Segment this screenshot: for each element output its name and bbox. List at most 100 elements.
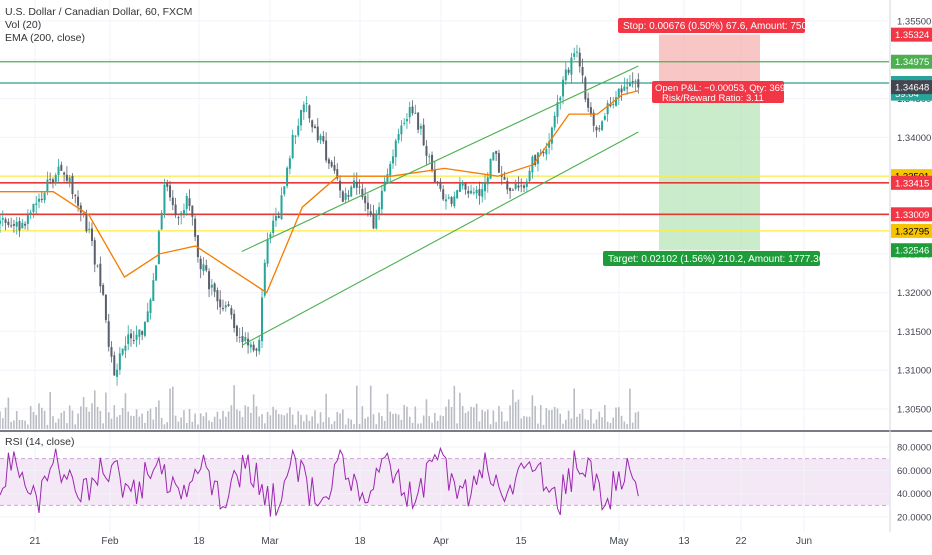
candle-body [227,304,230,306]
volume-bar [15,410,18,429]
volume-bar [107,412,110,429]
volume-bar [322,422,325,429]
volume-bar [523,416,525,429]
volume-bar [149,408,152,429]
candle-body [564,69,567,81]
volume-bar [60,412,63,429]
rsi-line [0,446,639,517]
volume-bar [291,414,294,429]
candle-body [169,185,172,198]
candle-body [442,189,445,200]
volume-bar [408,416,411,429]
candle-body [316,126,319,141]
volume-bar [539,405,542,429]
volume-bar [509,405,511,429]
target-label-box[interactable]: Target: 0.02102 (1.56%) 210.2, Amount: 1… [603,251,825,266]
volume-bars [0,385,640,429]
volume-bar [528,416,531,429]
candle-body [606,103,609,115]
volume-bar [637,411,640,429]
volume-bar [144,422,146,429]
candle-body [389,164,392,176]
volume-bar [512,389,514,429]
volume-bar [158,400,160,429]
candle-body [562,79,565,97]
candle-body [623,86,626,91]
volume-bar [199,413,202,429]
price-tick-label: 1.30500 [897,405,931,416]
volume-bar [330,424,333,429]
candle-body [447,197,450,199]
candle-body [478,189,481,196]
price-badge [891,207,932,222]
candle-body [132,339,135,341]
volume-bar [52,416,54,429]
candle-body [475,189,478,194]
volume-bar [545,407,548,429]
price-badge-label: 1.32546 [895,246,929,257]
candle-body [280,195,283,220]
candle-body [578,52,581,67]
candle-body [46,179,49,193]
volume-bar [308,420,311,429]
volume-bar [598,411,601,429]
candle-body [330,161,333,167]
time-tick-label: 21 [29,536,41,547]
candle-body [433,169,436,182]
volume-bar [612,417,615,429]
time-tick-label: Feb [101,536,119,547]
volume-bar [174,415,177,429]
candle-body [313,126,316,128]
candle-body [486,177,489,185]
volume-bar [383,420,386,429]
rsi-tick-label: 80.0000 [897,443,931,454]
stop-label-box[interactable]: Stop: 0.00676 (0.50%) 67.6, Amount: 750 [618,18,807,33]
volume-bar [105,392,107,429]
volume-bar [344,424,347,429]
volume-bar [634,412,637,429]
candle-body [369,211,372,216]
volume-bar [314,410,316,429]
volume-bar [71,410,74,429]
candle-body [548,141,551,148]
volume-bar [420,423,422,429]
volume-bar [116,416,118,429]
price-badge-label: 1.33009 [895,210,929,221]
candle-body [7,221,10,225]
candle-body [90,228,93,241]
volume-bar [230,405,233,429]
candle-body [205,265,208,271]
price-badge-label: 1.32795 [895,226,929,237]
candle-body [124,345,127,351]
volume-bar [43,410,46,429]
volume-bar [160,417,163,429]
time-tick-label: 15 [515,536,527,547]
volume-bar [24,420,26,429]
candle-body [96,265,99,267]
candle-body [598,128,601,130]
volume-bar [445,406,447,429]
candle-body [51,179,54,183]
volume-bar [484,411,486,429]
candle-body [634,80,637,82]
pnl-label-box[interactable]: Open P&L: −0.00053, Qty: 36982 Risk/Rewa… [652,81,796,104]
candle-body [213,283,216,292]
candle-body [219,299,222,308]
volume-bar [227,411,230,429]
volume-bar [500,411,503,429]
candle-body [408,107,411,118]
volume-bar [41,407,43,429]
candle-body [241,335,244,342]
candle-body [584,77,587,100]
volume-bar [489,424,492,429]
candle-body [308,105,311,119]
volume-bar [620,415,623,429]
volume-bar [395,413,397,429]
volume-bar [289,407,291,429]
candle-body [509,187,512,191]
volume-bar [361,406,364,429]
volume-bar [305,414,308,429]
volume-bar [595,419,598,429]
volume-bar [244,405,247,429]
volume-bar [91,403,93,429]
